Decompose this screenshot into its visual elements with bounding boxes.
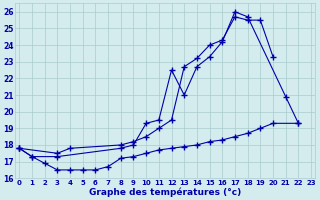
X-axis label: Graphe des températures (°c): Graphe des températures (°c) xyxy=(89,187,241,197)
